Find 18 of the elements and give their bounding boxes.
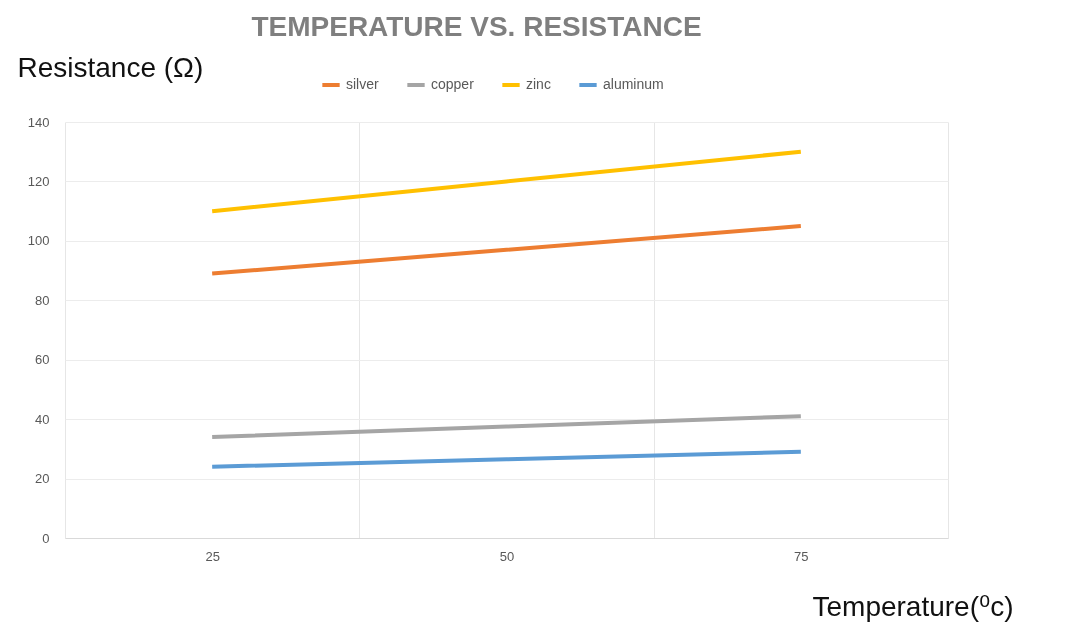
chart-title: TEMPERATURE VS. RESISTANCE <box>251 11 702 42</box>
y-tick-label: 40 <box>35 411 50 427</box>
y-tick-label: 60 <box>35 352 50 368</box>
y-tick-label: 100 <box>27 233 50 249</box>
legend-label: zinc <box>526 76 551 92</box>
x-tick-label: 25 <box>205 548 220 564</box>
y-tick-label: 0 <box>42 530 50 546</box>
y-tick-label: 20 <box>35 471 50 487</box>
x-tick-label: 75 <box>794 548 809 564</box>
y-tick-label: 80 <box>35 292 50 308</box>
y-axis-title: Resistance (Ω) <box>17 51 204 83</box>
y-tick-label: 140 <box>27 114 50 130</box>
y-tick-label: 120 <box>27 173 50 189</box>
legend-label: aluminum <box>603 76 664 92</box>
x-axis-title: Temperature(⁰c) <box>812 590 1014 622</box>
x-tick-label: 50 <box>499 548 515 564</box>
legend-label: silver <box>346 76 380 92</box>
legend-label: copper <box>431 76 475 92</box>
